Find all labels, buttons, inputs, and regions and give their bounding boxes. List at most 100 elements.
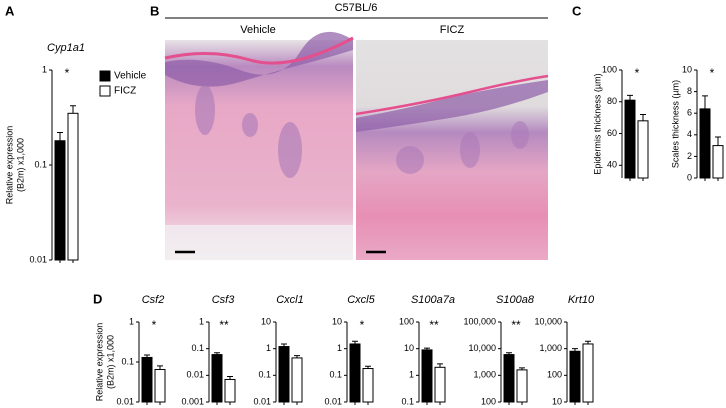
bar bbox=[349, 343, 361, 403]
error-bar bbox=[157, 365, 163, 370]
y-tick-label: 100 bbox=[547, 370, 562, 380]
y-tick-label: 0 bbox=[687, 172, 692, 182]
error-bar bbox=[214, 352, 220, 355]
bar bbox=[141, 356, 153, 403]
y-axis-label: (B2m) x1,000 bbox=[15, 138, 25, 192]
panel-letter: A bbox=[5, 3, 15, 18]
error-bar bbox=[627, 94, 633, 101]
y-tick-label: 10 bbox=[552, 396, 562, 406]
error-bar bbox=[506, 352, 512, 355]
error-bar bbox=[702, 95, 708, 109]
micrograph bbox=[164, 31, 354, 260]
y-tick-label: 0.1 bbox=[401, 396, 414, 406]
error-bar bbox=[281, 343, 287, 347]
significance: ** bbox=[219, 318, 229, 332]
chart-title: Cxcl5 bbox=[347, 294, 375, 306]
panel-letter: D bbox=[93, 291, 102, 306]
y-tick-label: 1,000 bbox=[539, 343, 562, 353]
error-bar bbox=[437, 363, 443, 368]
chart-title: S100a7a bbox=[411, 294, 455, 306]
y-tick-label: 6 bbox=[687, 108, 692, 118]
y-tick-label: 0.1 bbox=[258, 370, 271, 380]
bar bbox=[211, 354, 223, 403]
bar bbox=[637, 120, 649, 179]
y-tick-label: 10 bbox=[332, 316, 342, 326]
y-tick-label: 8 bbox=[687, 86, 692, 96]
legend-swatch bbox=[99, 85, 111, 97]
bar bbox=[291, 357, 303, 403]
y-tick-label: 40 bbox=[607, 160, 617, 170]
error-bar bbox=[640, 113, 646, 121]
bar bbox=[712, 145, 724, 179]
bar bbox=[278, 346, 290, 403]
y-axis-label: (B2m) x1,000 bbox=[105, 335, 115, 389]
error-bar bbox=[352, 340, 358, 344]
bar bbox=[699, 108, 711, 179]
panel-letter: C bbox=[572, 3, 582, 18]
y-tick-label: 100 bbox=[481, 396, 496, 406]
significance: * bbox=[635, 66, 640, 80]
y-tick-label: 10 bbox=[682, 64, 692, 74]
column-label: FICZ bbox=[440, 24, 465, 36]
chart-title: Cxcl1 bbox=[276, 294, 304, 306]
y-tick-label: 1 bbox=[266, 343, 271, 353]
y-tick-label: 0.1 bbox=[329, 370, 342, 380]
error-bar bbox=[572, 348, 578, 352]
error-bar bbox=[365, 365, 371, 369]
y-tick-label: 0.1 bbox=[191, 343, 204, 353]
bar bbox=[582, 343, 594, 403]
y-tick-label: 10,000 bbox=[534, 316, 562, 326]
y-axis-label: Scales thickness (µm) bbox=[670, 80, 680, 168]
bar bbox=[54, 140, 66, 261]
panel-letter: B bbox=[150, 3, 159, 18]
y-tick-label: 2 bbox=[687, 151, 692, 161]
y-tick-label: 0.01 bbox=[253, 396, 271, 406]
chart-title: Csf3 bbox=[212, 294, 236, 306]
bar bbox=[67, 112, 79, 261]
significance: * bbox=[65, 66, 70, 80]
bar bbox=[362, 368, 374, 403]
bar bbox=[224, 378, 236, 403]
bar bbox=[421, 349, 433, 403]
y-tick-label: 4 bbox=[687, 129, 692, 139]
bar bbox=[516, 369, 528, 403]
micrograph bbox=[355, 40, 549, 260]
y-tick-label: 100,000 bbox=[463, 316, 496, 326]
y-tick-label: 0.1 bbox=[34, 159, 47, 169]
chart-title: Krt10 bbox=[568, 294, 595, 306]
y-tick-label: 1,000 bbox=[473, 370, 496, 380]
y-tick-label: 0.01 bbox=[29, 254, 47, 264]
significance: * bbox=[710, 66, 715, 80]
chart-title: Cyp1a1 bbox=[47, 42, 85, 54]
chart-title: Csf2 bbox=[142, 294, 165, 306]
column-label: Vehicle bbox=[240, 24, 275, 36]
bar bbox=[569, 350, 581, 403]
y-tick-label: 0.1 bbox=[121, 356, 134, 366]
error-bar bbox=[585, 340, 591, 344]
significance: ** bbox=[429, 318, 439, 332]
y-tick-label: 0.01 bbox=[116, 396, 134, 406]
y-tick-label: 80 bbox=[607, 96, 617, 106]
y-tick-label: 1 bbox=[337, 343, 342, 353]
y-tick-label: 60 bbox=[607, 128, 617, 138]
y-tick-label: 0.01 bbox=[324, 396, 342, 406]
y-tick-label: 0.01 bbox=[186, 370, 204, 380]
error-bar bbox=[715, 136, 721, 146]
y-tick-label: 1 bbox=[199, 316, 204, 326]
y-tick-label: 100 bbox=[602, 64, 617, 74]
chart-title: S100a8 bbox=[496, 294, 535, 306]
y-tick-label: 100 bbox=[399, 316, 414, 326]
legend-swatch bbox=[99, 70, 111, 82]
significance: ** bbox=[511, 318, 521, 332]
error-bar bbox=[294, 355, 300, 358]
y-axis-label: Relative expression bbox=[94, 323, 104, 402]
y-tick-label: 1 bbox=[409, 370, 414, 380]
significance: * bbox=[152, 318, 157, 332]
error-bar bbox=[227, 376, 233, 380]
bar bbox=[154, 368, 166, 403]
y-tick-label: 10 bbox=[404, 343, 414, 353]
bar bbox=[434, 366, 446, 403]
y-tick-label: 0.001 bbox=[181, 396, 204, 406]
